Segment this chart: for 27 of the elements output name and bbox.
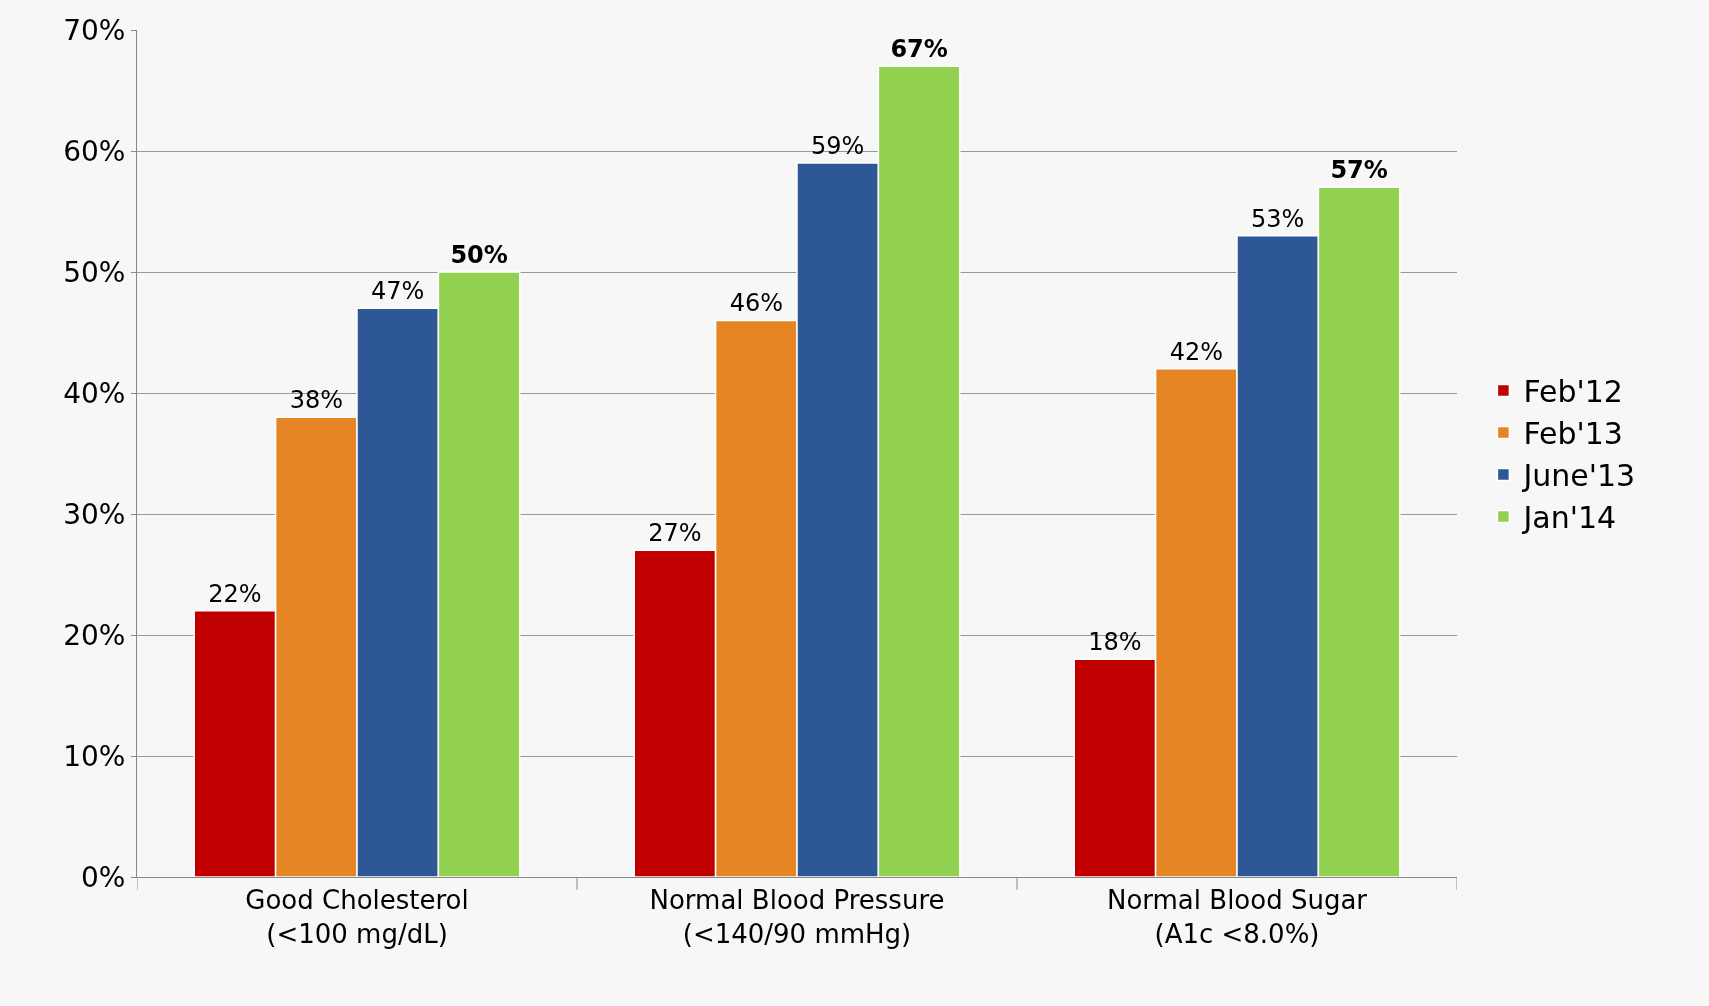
legend-label: Jan'14 — [1521, 500, 1617, 536]
data-label: 47% — [371, 277, 425, 306]
y-tick-label: 40% — [63, 376, 126, 410]
data-label: 46% — [729, 289, 783, 318]
legend-label: Feb'12 — [1523, 374, 1623, 410]
data-label: 27% — [648, 519, 702, 548]
legend-label: Feb'13 — [1523, 416, 1623, 452]
data-label: 53% — [1251, 204, 1305, 233]
x-tick-label: Normal Blood Sugar (A1c <8.0%) — [1106, 885, 1368, 949]
data-label: 38% — [289, 386, 343, 415]
data-label: 18% — [1088, 628, 1142, 657]
legend-label: June'13 — [1521, 458, 1636, 494]
data-label: 50% — [450, 241, 508, 269]
y-tick-label: 30% — [63, 497, 126, 531]
data-label: 59% — [811, 132, 865, 161]
y-tick-label: 10% — [63, 739, 126, 773]
y-tick-label: 70% — [63, 13, 126, 47]
y-tick-label: 60% — [63, 134, 126, 168]
data-label: 22% — [208, 579, 262, 608]
data-label: 67% — [890, 35, 948, 64]
data-label: 42% — [1169, 337, 1223, 366]
y-tick-label: 50% — [63, 255, 126, 289]
y-tick-label: 0% — [80, 860, 126, 894]
data-label: 57% — [1330, 156, 1388, 185]
y-tick-label: 20% — [63, 618, 126, 652]
x-tick-label: Good Cholesterol (<100 mg/dL) — [245, 885, 469, 949]
x-tick-label: Normal Blood Pressure (<140/90 mmHg) — [649, 885, 945, 949]
